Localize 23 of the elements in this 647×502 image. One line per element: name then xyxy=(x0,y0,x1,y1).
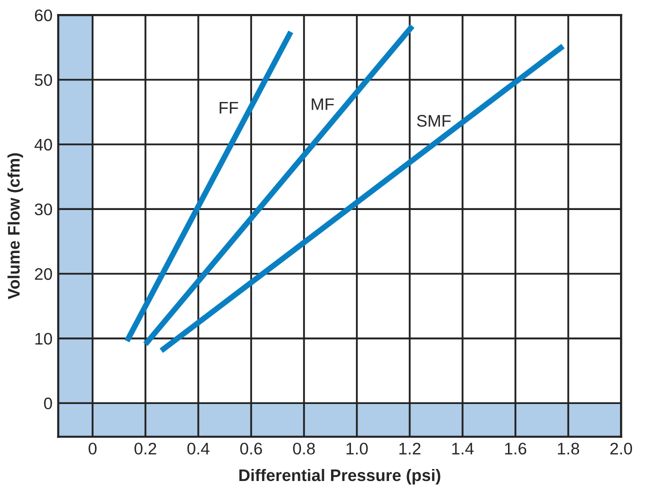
x-tick-label: 1.6 xyxy=(505,442,526,455)
x-axis-title: Differential Pressure (psi) xyxy=(239,468,440,484)
series-label: MF xyxy=(312,98,334,110)
x-tick-label: 1.2 xyxy=(399,442,420,454)
y-tick-label: 20 xyxy=(34,268,52,280)
x-tick-label: 1.4 xyxy=(452,442,474,454)
x-tick-label: 0.2 xyxy=(134,442,156,455)
y-axis-title: Volume Flow (cfm) xyxy=(7,153,24,300)
y-tick-label: 30 xyxy=(34,203,52,216)
series-label: FF xyxy=(220,102,238,114)
y-tick-label: 0 xyxy=(44,398,52,410)
x-tick-label: 0.8 xyxy=(293,442,315,455)
series-label: SMF xyxy=(417,114,451,127)
x-tick-label: 0.6 xyxy=(240,442,262,455)
x-tick-label: 2.0 xyxy=(610,442,632,455)
x-tick-label: 1.8 xyxy=(558,442,580,455)
y-tick-label: 40 xyxy=(34,138,52,151)
y-tick-label: 50 xyxy=(34,74,52,86)
x-tick-label: 1.0 xyxy=(346,442,368,455)
y-tick-label: 10 xyxy=(35,332,52,345)
x-tick-label: 0 xyxy=(88,442,97,455)
y-tick-label: 60 xyxy=(34,9,52,22)
x-tick-label: 0.4 xyxy=(187,442,210,455)
